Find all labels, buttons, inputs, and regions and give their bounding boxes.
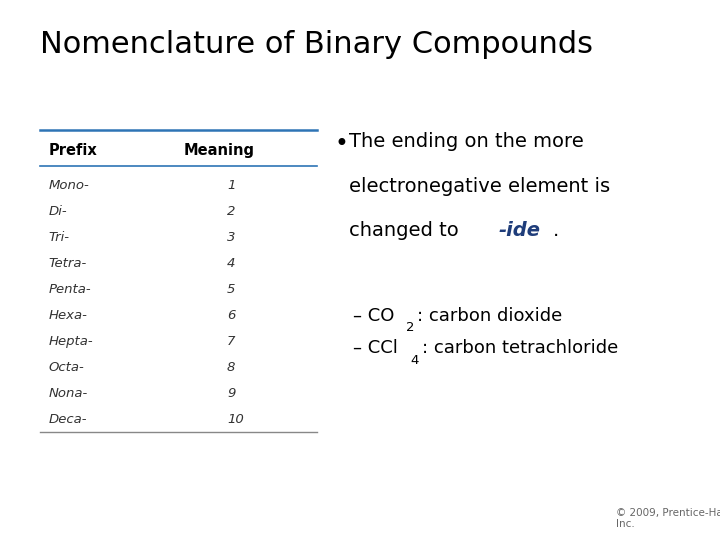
Text: Mono-: Mono- [48, 179, 89, 192]
Text: Meaning: Meaning [184, 143, 255, 158]
Text: .: . [553, 221, 559, 240]
Text: 2: 2 [406, 321, 415, 334]
Text: Octa-: Octa- [48, 361, 84, 374]
Text: Nona-: Nona- [48, 387, 88, 400]
Text: 7: 7 [227, 335, 235, 348]
Text: 8: 8 [227, 361, 235, 374]
Text: Di-: Di- [48, 205, 67, 218]
Text: 10: 10 [227, 413, 243, 426]
Text: 4: 4 [227, 257, 235, 270]
Text: Tri-: Tri- [48, 231, 69, 244]
Text: Prefix: Prefix [48, 143, 97, 158]
Text: – CCl: – CCl [353, 339, 397, 357]
Text: : carbon dioxide: : carbon dioxide [417, 307, 562, 325]
Text: -ide: -ide [499, 221, 541, 240]
Text: 9: 9 [227, 387, 235, 400]
Text: Deca-: Deca- [48, 413, 86, 426]
Text: The ending on the more: The ending on the more [349, 132, 584, 151]
Text: •: • [335, 132, 348, 156]
Text: electronegative element is: electronegative element is [349, 177, 611, 195]
Text: © 2009, Prentice-Hall,
Inc.: © 2009, Prentice-Hall, Inc. [616, 508, 720, 529]
Text: changed to: changed to [349, 221, 465, 240]
Text: Penta-: Penta- [48, 283, 91, 296]
Text: : carbon tetrachloride: : carbon tetrachloride [421, 339, 618, 357]
Text: 4: 4 [410, 354, 419, 367]
Text: 2: 2 [227, 205, 235, 218]
Text: Hexa-: Hexa- [48, 309, 87, 322]
Text: 5: 5 [227, 283, 235, 296]
Text: Hepta-: Hepta- [48, 335, 93, 348]
Text: Tetra-: Tetra- [48, 257, 86, 270]
Text: 6: 6 [227, 309, 235, 322]
Text: 1: 1 [227, 179, 235, 192]
Text: Nomenclature of Binary Compounds: Nomenclature of Binary Compounds [40, 30, 593, 59]
Text: 3: 3 [227, 231, 235, 244]
Text: – CO: – CO [353, 307, 394, 325]
